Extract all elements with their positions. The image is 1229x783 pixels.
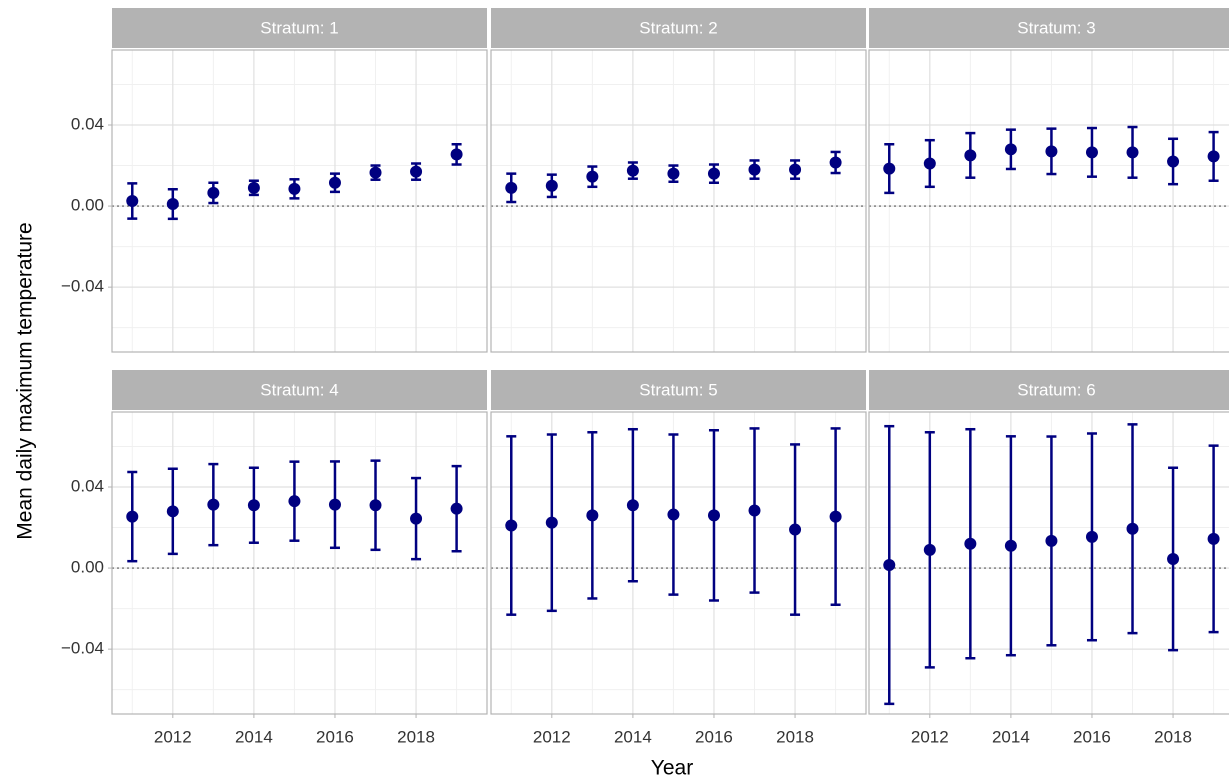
strip-title: Stratum: 6	[1017, 380, 1095, 399]
point	[288, 495, 301, 508]
panel-border	[490, 411, 867, 715]
point	[626, 164, 639, 177]
point	[748, 504, 761, 517]
x-tick-label: 2016	[695, 727, 733, 746]
strip-title: Stratum: 4	[260, 380, 338, 399]
x-axis-title: Year	[651, 757, 693, 780]
point	[1207, 150, 1220, 163]
point	[923, 157, 936, 170]
y-tick-label: −0.04	[61, 277, 104, 296]
strip	[869, 370, 1229, 410]
point	[410, 165, 423, 178]
point	[328, 498, 341, 511]
point	[505, 181, 518, 194]
x-tick-label: 2016	[316, 727, 354, 746]
y-axis-title: Mean daily maximum temperature	[14, 222, 37, 539]
x-tick-label: 2018	[1154, 727, 1192, 746]
point	[328, 176, 341, 189]
y-tick-label: 0.04	[71, 476, 104, 495]
point	[667, 167, 680, 180]
y-tick-label: 0.00	[71, 196, 104, 215]
y-tick-label: 0.04	[71, 114, 104, 133]
strip-title: Stratum: 5	[639, 380, 717, 399]
point	[1085, 146, 1098, 159]
point	[410, 512, 423, 525]
point	[126, 510, 139, 523]
x-tick-label: 2014	[235, 727, 273, 746]
point	[207, 186, 220, 199]
x-tick-label: 2018	[397, 727, 435, 746]
panel-border	[111, 411, 488, 715]
point	[964, 537, 977, 550]
point	[1045, 145, 1058, 158]
point	[505, 519, 518, 532]
point	[166, 505, 179, 518]
point	[707, 509, 720, 522]
x-tick-label: 2012	[911, 727, 949, 746]
point	[1085, 530, 1098, 543]
point	[667, 508, 680, 521]
point	[964, 149, 977, 162]
strip	[491, 8, 866, 48]
point	[1004, 539, 1017, 552]
point	[883, 162, 896, 175]
x-tick-label: 2014	[992, 727, 1030, 746]
point	[1167, 155, 1180, 168]
point	[829, 510, 842, 523]
point	[707, 167, 720, 180]
strip-title: Stratum: 1	[260, 18, 338, 37]
point	[829, 156, 842, 169]
point	[369, 166, 382, 179]
point	[923, 543, 936, 556]
point	[126, 195, 139, 207]
point	[207, 498, 220, 511]
point	[748, 163, 761, 176]
panel-border	[111, 49, 488, 353]
strip-title: Stratum: 3	[1017, 18, 1095, 37]
point	[545, 516, 558, 529]
x-tick-label: 2012	[533, 727, 571, 746]
panel-border	[490, 49, 867, 353]
point	[1126, 146, 1139, 159]
point	[789, 523, 802, 536]
point	[450, 502, 463, 515]
point	[1045, 534, 1058, 547]
strip-title: Stratum: 2	[639, 18, 717, 37]
x-tick-label: 2014	[614, 727, 652, 746]
strip	[491, 370, 866, 410]
point	[247, 499, 260, 512]
point	[545, 179, 558, 192]
point	[1167, 552, 1180, 565]
x-tick-label: 2012	[154, 727, 192, 746]
strip	[869, 8, 1229, 48]
panel-border	[868, 49, 1229, 353]
x-tick-label: 2016	[1073, 727, 1111, 746]
point	[1207, 532, 1220, 545]
point	[586, 509, 599, 522]
point	[166, 198, 179, 211]
point	[883, 559, 896, 572]
panel-border	[868, 411, 1229, 715]
point	[247, 181, 260, 194]
strip	[112, 370, 487, 410]
point	[1004, 143, 1017, 156]
x-tick-label: 2018	[776, 727, 814, 746]
point	[1126, 522, 1139, 535]
point	[369, 499, 382, 512]
y-tick-label: 0.00	[71, 558, 104, 577]
point	[626, 499, 639, 512]
point	[288, 182, 301, 195]
point	[789, 163, 802, 176]
point	[450, 148, 463, 161]
strip	[112, 8, 487, 48]
y-tick-label: −0.04	[61, 639, 104, 658]
point	[586, 170, 599, 183]
